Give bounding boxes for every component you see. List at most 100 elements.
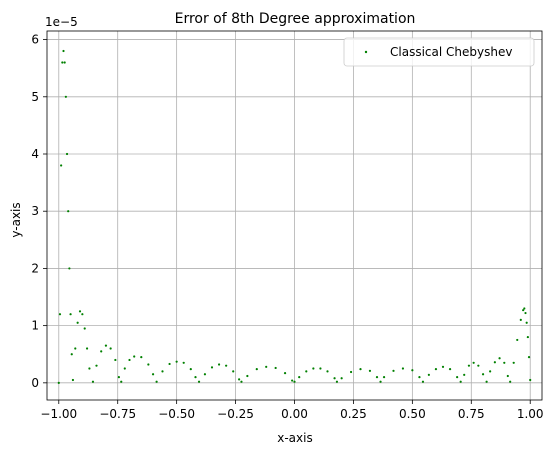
data-point — [293, 380, 296, 383]
data-point — [421, 380, 425, 383]
data-point — [140, 355, 143, 359]
data-point — [434, 368, 438, 371]
grid — [47, 31, 542, 400]
data-point — [123, 367, 126, 370]
data-point — [489, 370, 492, 373]
data-point — [168, 362, 171, 366]
x-tick-label: −1.00 — [40, 407, 77, 421]
data-point — [255, 368, 258, 371]
data-point — [527, 355, 531, 359]
data-point — [506, 374, 509, 378]
data-point — [133, 355, 136, 358]
data-point — [349, 370, 353, 374]
data-point — [175, 360, 178, 363]
legend-marker — [364, 50, 368, 54]
data-point — [62, 49, 65, 53]
data-point — [74, 347, 77, 350]
data-point — [448, 368, 452, 371]
data-point — [161, 370, 164, 373]
data-point — [147, 363, 150, 366]
data-point — [418, 376, 421, 379]
x-tick-label: 0.50 — [399, 407, 426, 421]
data-point — [70, 353, 73, 356]
data-point — [467, 364, 471, 367]
data-point — [512, 361, 515, 364]
y-tick-label: 2 — [31, 261, 39, 275]
data-point — [335, 380, 339, 383]
data-point — [120, 380, 123, 383]
legend: Classical Chebyshev — [343, 37, 535, 67]
data-point — [401, 367, 405, 370]
y-axis: 0 1 2 3 4 5 6 — [31, 33, 47, 390]
data-point — [283, 372, 287, 375]
data-point — [182, 361, 185, 364]
y-tick-label: 5 — [31, 90, 39, 104]
legend-box — [343, 37, 535, 67]
data-point — [217, 363, 221, 366]
data-point — [194, 376, 197, 379]
y-tick-label: 1 — [31, 319, 39, 333]
data-point — [203, 373, 207, 376]
data-point — [81, 313, 84, 316]
data-point — [525, 321, 528, 324]
data-point — [69, 313, 72, 316]
x-tick-label: 0.00 — [281, 407, 308, 421]
data-point — [265, 365, 268, 368]
data-point — [225, 364, 228, 367]
data-point — [526, 335, 529, 339]
data-point — [523, 307, 526, 310]
data-point — [519, 318, 522, 322]
x-tick-label: 0.25 — [340, 407, 367, 421]
data-point — [305, 370, 308, 373]
data-point — [503, 361, 506, 364]
data-point — [85, 347, 89, 350]
legend-label: Classical Chebyshev — [390, 45, 512, 59]
data-point — [57, 381, 60, 384]
data-point — [64, 95, 67, 98]
data-point — [312, 367, 315, 370]
y-axis-label: y-axis — [9, 202, 23, 237]
series-classical-chebyshev — [57, 49, 532, 384]
data-point — [155, 380, 158, 383]
x-tick-label: −0.50 — [158, 407, 195, 421]
data-point — [240, 380, 243, 383]
data-point — [493, 361, 496, 364]
data-point — [274, 366, 277, 370]
data-point — [65, 152, 69, 156]
data-point — [104, 344, 108, 347]
data-point — [298, 376, 301, 379]
data-point — [382, 376, 386, 379]
data-point — [83, 327, 86, 330]
data-point — [340, 377, 343, 380]
data-point — [210, 366, 214, 369]
data-point — [78, 310, 82, 313]
data-point — [60, 164, 63, 167]
data-point — [189, 368, 192, 371]
data-point — [95, 364, 98, 367]
data-point — [63, 61, 66, 64]
y-tick-label: 4 — [31, 147, 39, 161]
data-point — [509, 380, 512, 383]
data-point — [529, 378, 532, 382]
data-point — [91, 380, 95, 383]
data-point — [68, 267, 71, 270]
data-point — [477, 364, 480, 367]
data-point — [58, 313, 62, 316]
data-point — [441, 365, 445, 368]
data-point — [498, 357, 501, 360]
data-point — [522, 309, 525, 312]
data-point — [456, 376, 459, 379]
x-tick-label: 1.00 — [517, 407, 544, 421]
x-axis: −1.00 −0.75 −0.50 −0.25 0.00 0.25 0.50 0.75 1.00 — [40, 400, 544, 421]
data-point — [114, 358, 117, 362]
data-point — [524, 311, 527, 315]
data-point — [151, 373, 155, 376]
data-point — [411, 369, 414, 372]
data-point — [100, 350, 103, 353]
data-point — [326, 370, 329, 373]
y-tick-label: 6 — [31, 33, 39, 47]
data-point — [88, 367, 91, 370]
x-tick-label: 0.75 — [458, 407, 485, 421]
data-point — [359, 368, 362, 371]
